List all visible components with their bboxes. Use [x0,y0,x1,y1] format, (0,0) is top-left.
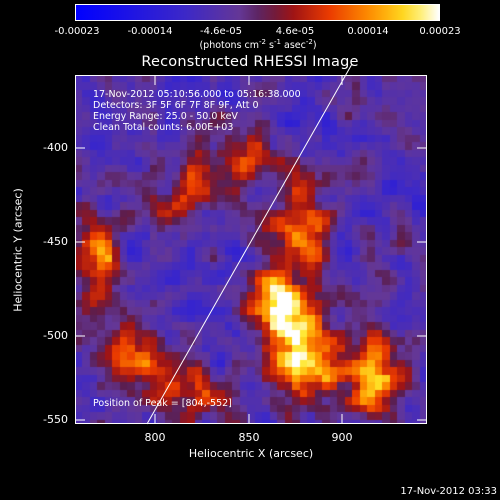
y-tick-label: -550 [43,413,68,426]
y-tick-label: -450 [43,235,68,248]
y-tick-label: -500 [43,329,68,342]
annotation-energy: Energy Range: 25.0 - 50.0 keV [93,111,238,122]
colorbar-tick-label: -4.6e-05 [200,26,242,37]
x-tick-label: 850 [238,431,260,444]
annotation-clean: Clean Total counts: 6.00E+03 [93,122,234,133]
colorbar-tick-label: 4.6e-05 [275,26,315,37]
y-tick-label: -400 [43,141,68,154]
x-tick-label: 900 [331,431,353,444]
plot-timestamp: 17-Nov-2012 03:33 [400,486,497,497]
colorbar-tick-label: -0.00023 [54,26,100,37]
y-axis-label: Heliocentric Y (arcsec) [11,188,25,312]
colorbar-tick-label: 0.00014 [347,26,389,37]
colorbar-gradient [75,4,440,21]
plot-title: Reconstructed RHESSI Image [141,54,359,70]
annotation-detectors: Detectors: 3F 5F 6F 7F 8F 9F, Att 0 [93,100,259,111]
colorbar-tick-label: -0.00014 [127,26,173,37]
x-tick-label: 800 [144,431,166,444]
annotation-peak-position: Position of Peak = [804,-552] [93,398,232,409]
colorbar-units: (photons cm-2 s-1 asec-2) [199,38,317,52]
colorbar-tick-label: 0.00023 [419,26,461,37]
x-axis-label: Heliocentric X (arcsec) [188,447,314,460]
annotation-time-range: 17-Nov-2012 05:10:56.000 to 05:16:38.000 [93,89,301,100]
